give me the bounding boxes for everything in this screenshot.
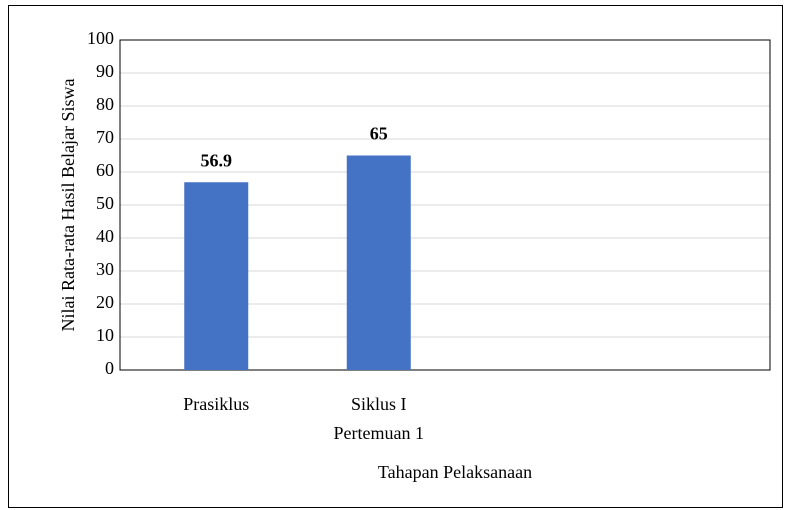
- y-tick-label: 30: [96, 259, 114, 279]
- y-tick-label: 10: [96, 325, 114, 345]
- plot-frame: [119, 39, 771, 371]
- y-tick-label: 90: [96, 61, 114, 81]
- x-tick-label: Prasiklus: [183, 394, 250, 414]
- bar: [184, 182, 249, 370]
- y-tick-label: 70: [96, 127, 114, 147]
- data-label: 65: [370, 124, 388, 144]
- y-tick-label: 20: [96, 292, 114, 312]
- y-tick-label: 60: [96, 160, 114, 180]
- x-axis-label: Tahapan Pelaksanaan: [378, 462, 532, 482]
- y-tick-label: 50: [96, 193, 114, 213]
- data-label: 56.9: [201, 150, 233, 170]
- y-tick-label: 40: [96, 226, 114, 246]
- x-tick-label: Siklus I Pertemuan 1: [333, 394, 424, 443]
- y-tick-label: 100: [87, 28, 114, 48]
- chart-border: [8, 5, 783, 508]
- y-axis-label: Nilai Rata-rata Hasil Belajar Siswa: [58, 79, 78, 332]
- bar: [346, 155, 411, 370]
- y-tick-label: 80: [96, 94, 114, 114]
- y-tick-label: 0: [105, 358, 114, 378]
